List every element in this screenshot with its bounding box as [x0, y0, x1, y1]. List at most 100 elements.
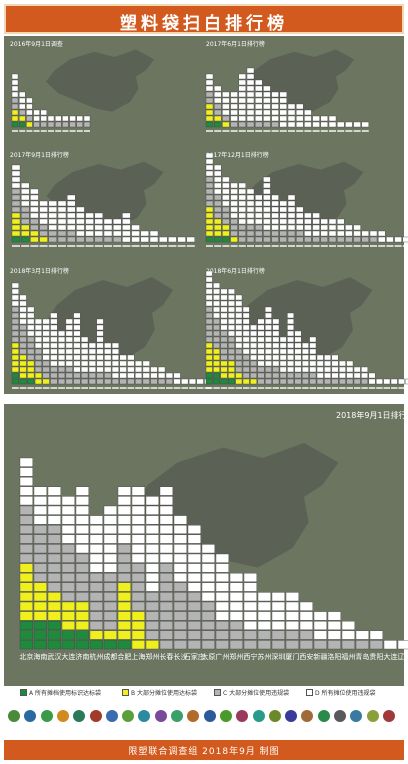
bar-cell-c6-3-D-7 — [227, 288, 235, 295]
bar-cell-c4-11-D-3 — [296, 206, 304, 213]
category-tick-c5-9 — [81, 387, 88, 389]
bar-cell-c2-9-D-3 — [279, 103, 287, 110]
bar-cell-c7-10-C-1 — [159, 630, 174, 640]
bar-cell-c7-7-B-4 — [117, 592, 132, 602]
bar-cell-c3-0-D-3 — [11, 164, 21, 171]
bar-cell-c3-12-D-0 — [122, 236, 131, 243]
bar-cell-c7-20-D-1 — [299, 611, 314, 621]
category-tick-c5-14 — [119, 387, 127, 389]
logo-10-icon — [154, 710, 167, 722]
bar-cell-c1-7-D-0 — [62, 115, 69, 122]
bar-cell-c4-0-C-4 — [205, 176, 214, 183]
bar-cell-c2-5-C-0 — [246, 121, 255, 128]
bar-cell-c1-3-C-0 — [33, 121, 40, 128]
bar-cell-c2-1-D-0 — [213, 97, 222, 104]
bar-cell-c5-0-C-3 — [11, 318, 19, 325]
bar-cell-c7-13-C-4 — [201, 601, 216, 611]
bar-cell-c4-15-C-0 — [328, 236, 337, 243]
bar-cell-c6-1-D-1 — [213, 306, 220, 313]
bar-cell-c7-14-D-6 — [215, 553, 230, 563]
bar-cell-c4-7-D-3 — [263, 206, 271, 213]
bar-cell-c1-6-C-0 — [55, 121, 62, 128]
bar-cell-c6-26-D-0 — [398, 378, 405, 385]
bar-cell-c7-7-D-5 — [117, 486, 132, 496]
bar-cell-c6-11-C-0 — [287, 378, 294, 385]
bar-cell-c2-3-D-3 — [230, 97, 238, 104]
bar-cell-c5-12-D-4 — [104, 342, 112, 349]
bar-cell-c7-11-C-4 — [173, 601, 188, 611]
bar-cell-c5-18-C-0 — [150, 378, 158, 385]
bar-cell-c7-14-C-1 — [215, 630, 230, 640]
category-tick-c2-15 — [329, 130, 336, 132]
bar-cell-c5-4-D-5 — [42, 324, 50, 331]
category-tick-c2-14 — [320, 130, 328, 132]
bar-cell-c5-11-C-1 — [96, 372, 104, 379]
bar-cell-c6-3-D-5 — [227, 300, 235, 307]
category-tick-c4-10 — [288, 245, 295, 247]
bar-cell-c7-10-C-6 — [159, 582, 174, 592]
bar-cell-c5-5-D-3 — [50, 342, 58, 349]
bar-cell-c7-17-C-0 — [257, 640, 272, 650]
bar-cell-c5-9-D-2 — [81, 354, 89, 361]
bar-cell-c7-1-C-1 — [33, 563, 48, 573]
category-tick-c5-1 — [19, 387, 27, 389]
bar-cell-c6-11-D-7 — [287, 324, 294, 331]
category-label-0: 北京 — [19, 652, 33, 661]
bar-cell-c3-5-C-0 — [57, 236, 67, 243]
bar-cell-c2-12-D-0 — [304, 121, 312, 128]
bar-cell-c2-8-D-1 — [271, 109, 279, 116]
bar-cell-c7-5-D-3 — [89, 534, 104, 544]
bar-cell-c4-19-D-0 — [361, 230, 369, 237]
bar-cell-c4-10-D-2 — [287, 212, 296, 219]
bar-cell-c5-14-D-0 — [119, 372, 127, 379]
bar-cell-c6-7-D-1 — [257, 354, 265, 361]
bar-cell-c6-20-D-1 — [353, 366, 361, 373]
bar-cell-c4-0-B-3 — [205, 212, 214, 219]
category-tick-c4-0 — [206, 245, 213, 247]
bar-cell-c7-3-D-4 — [61, 496, 76, 506]
bar-cell-c4-12-D-0 — [304, 230, 312, 237]
bar-cell-c7-24-C-0 — [355, 640, 370, 650]
bar-cell-c6-17-C-0 — [331, 378, 339, 385]
bar-cell-c5-8-D-4 — [73, 342, 81, 349]
bar-cell-c2-3-D-0 — [230, 115, 238, 122]
bar-cell-c7-1-B-1 — [33, 601, 48, 611]
bar-cell-c7-3-A-0 — [61, 640, 76, 650]
bar-cell-c5-11-D-3 — [96, 348, 104, 355]
category-tick-c5-17 — [142, 387, 150, 389]
bar-cell-c7-11-D-4 — [173, 534, 188, 544]
bar-cell-c5-18-D-0 — [150, 372, 158, 379]
legend-label-b: B 大部分摊位使用达标袋 — [131, 690, 198, 697]
bar-cell-c4-23-D-0 — [394, 236, 402, 243]
bar-cell-c5-8-D-8 — [73, 318, 81, 325]
bar-cell-c5-20-D-0 — [165, 372, 173, 379]
bar-cell-c6-0-B-2 — [205, 354, 213, 361]
bar-cell-c7-16-D-3 — [243, 592, 258, 602]
bar-cell-c7-9-C-3 — [145, 601, 160, 611]
bar-cell-c2-0-D-0 — [205, 85, 214, 92]
bar-cell-c2-0-C-1 — [205, 91, 214, 98]
bar-cell-c5-2-C-1 — [27, 348, 35, 355]
category-tick-c3-12 — [122, 245, 131, 247]
bar-cell-c3-7-C-0 — [76, 236, 85, 243]
bar-cell-c3-2-C-0 — [30, 224, 39, 231]
bar-cell-c4-8-C-0 — [271, 236, 279, 243]
bar-cell-c6-8-D-0 — [265, 360, 272, 367]
bar-cell-c6-2-D-2 — [220, 312, 228, 319]
bar-cell-c5-0-D-0 — [11, 300, 19, 307]
bar-cell-c6-15-D-3 — [316, 354, 324, 361]
legend-label-c: C 大部分摊位使用违规袋 — [223, 690, 290, 697]
bar-cell-c7-4-D-6 — [75, 486, 90, 496]
bar-cell-c4-13-C-0 — [312, 236, 320, 243]
bar-cell-c3-1-D-0 — [21, 200, 30, 207]
bar-cell-c5-8-D-0 — [73, 366, 81, 373]
bar-cell-c5-0-D-3 — [11, 282, 19, 289]
bar-cell-c6-2-D-0 — [220, 324, 228, 331]
bar-cell-c7-8-D-2 — [131, 534, 146, 544]
bar-cell-c5-11-C-0 — [96, 378, 104, 385]
bar-cell-c7-6-C-2 — [103, 601, 118, 611]
bar-cell-c7-10-D-4 — [159, 515, 174, 525]
bar-cell-c5-12-C-0 — [104, 378, 112, 385]
bar-cell-c6-8-D-6 — [265, 324, 272, 331]
logo-1-icon — [8, 710, 20, 722]
